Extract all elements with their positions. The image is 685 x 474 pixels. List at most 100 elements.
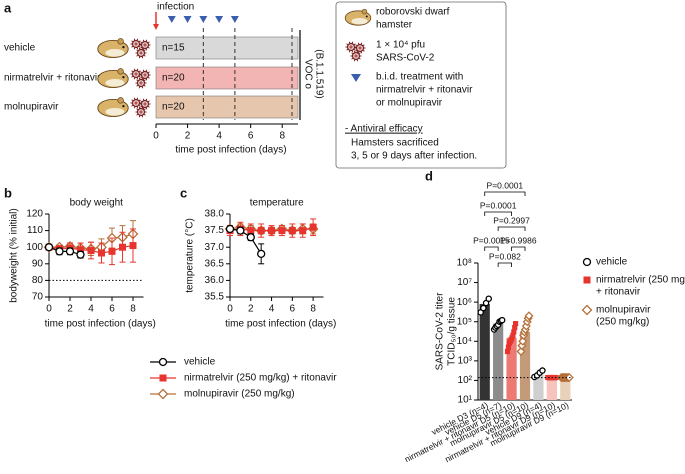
virus-icon — [345, 41, 357, 53]
marker — [539, 367, 546, 374]
y-tick-label: 10³ — [458, 355, 473, 366]
x-tick-label: 4 — [269, 304, 275, 315]
note-title: - Antiviral efficacy — [345, 124, 423, 135]
y-axis-label: SARS-CoV-2 titer — [435, 292, 446, 370]
bar — [560, 377, 571, 400]
hamster-ear — [117, 68, 124, 75]
infection-label: infection — [157, 2, 194, 13]
hamster-icon — [97, 68, 129, 89]
marker — [521, 321, 531, 331]
marker — [278, 227, 286, 235]
virus-icon — [135, 47, 147, 59]
bar — [519, 331, 531, 400]
group-label: nirmatrelvir + ritonavir — [4, 73, 101, 84]
group-n: n=20 — [162, 73, 185, 84]
virus-icon — [350, 50, 362, 62]
marker — [129, 242, 137, 250]
significance-bracket — [497, 226, 526, 231]
chart-title: body weight — [70, 198, 124, 209]
hamster-ear — [117, 97, 124, 104]
group-bar — [155, 36, 299, 60]
note-text: Hamsters sacrificed — [351, 138, 439, 149]
treatment-marker — [199, 16, 208, 23]
y-tick-label: 38.0 — [205, 209, 225, 220]
marker — [581, 304, 593, 316]
marker — [583, 276, 591, 284]
marker — [77, 246, 84, 254]
p-value: P=0.0001 — [480, 200, 517, 210]
y-tick-label: 37.0 — [205, 242, 225, 253]
p-value: P=0.2997 — [493, 215, 530, 225]
marker — [98, 249, 105, 257]
marker — [518, 336, 528, 346]
x-tick-label: 6 — [248, 131, 254, 142]
group-n: n=20 — [162, 102, 185, 113]
legend-text: 1 × 10⁴ pfu — [376, 40, 425, 51]
legend-label: nirmatrelvir (250 mg/kg) + ritonavir — [184, 373, 337, 384]
legend-text: nirmatrelvir + ritonavir — [376, 85, 473, 96]
marker — [512, 325, 518, 331]
virus-icon — [354, 42, 366, 54]
hamster-belly — [105, 79, 125, 87]
marker — [498, 316, 506, 324]
marker — [504, 348, 511, 355]
bar — [506, 337, 517, 400]
significance-bracket — [497, 262, 512, 267]
virus-core — [143, 102, 147, 106]
x-axis-label: time post infection (days) — [175, 145, 286, 156]
marker — [108, 247, 116, 255]
marker — [119, 243, 126, 251]
y-tick-label: 10⁵ — [457, 316, 472, 327]
marker — [55, 247, 64, 256]
virus-core — [134, 42, 138, 46]
x-tick-label: 8 — [310, 304, 316, 315]
hamster-belly — [105, 49, 125, 57]
marker — [524, 311, 534, 321]
y-axis-label: TCID₅₀/g tissue — [447, 297, 458, 366]
marker — [247, 227, 255, 235]
marker — [510, 332, 516, 338]
marker — [157, 388, 169, 400]
panel-letter: c — [180, 185, 187, 200]
significance-bracket — [511, 246, 526, 251]
group-bar — [155, 66, 299, 90]
y-tick-label: 37.5 — [205, 225, 225, 236]
p-value: P=0.0001 — [487, 180, 524, 190]
marker — [480, 304, 487, 312]
legend-text: SARS-CoV-2 — [376, 53, 435, 64]
bar — [493, 323, 504, 400]
legend-text: or molnupiravir — [376, 98, 443, 109]
bar — [546, 377, 557, 400]
note-text: 3, 5 or 9 days after infection. — [351, 151, 477, 162]
virus-core — [143, 73, 147, 77]
marker — [299, 227, 307, 235]
y-tick-label: 10⁷ — [457, 277, 472, 288]
infection-arrowhead — [153, 24, 159, 30]
marker — [76, 250, 85, 259]
bar — [479, 304, 490, 400]
marker — [485, 295, 492, 302]
treatment-marker — [230, 16, 239, 23]
virus-core — [143, 43, 147, 47]
virus-icon — [139, 98, 151, 110]
virus-core — [134, 72, 138, 76]
virus-core — [349, 45, 353, 49]
significance-bracket — [484, 191, 526, 196]
marker — [516, 346, 526, 357]
hamster-belly — [351, 18, 368, 25]
marker — [288, 227, 296, 235]
marker — [159, 374, 167, 382]
y-tick-label: 10⁸ — [457, 258, 472, 269]
legend-label: (250 mg/kg) — [596, 317, 649, 328]
y-tick-label: 10¹ — [458, 395, 473, 406]
x-axis-label: time post infection (days) — [45, 319, 156, 330]
marker — [225, 224, 235, 234]
virus-core — [134, 101, 138, 105]
p-value: P=0.0015 — [473, 235, 510, 245]
hamster-ear — [117, 38, 124, 45]
group-n: n=15 — [162, 43, 185, 54]
y-tick-label: 110 — [27, 225, 43, 236]
y-tick-label: 10² — [458, 375, 473, 386]
x-tick-label: 0 — [46, 304, 52, 315]
